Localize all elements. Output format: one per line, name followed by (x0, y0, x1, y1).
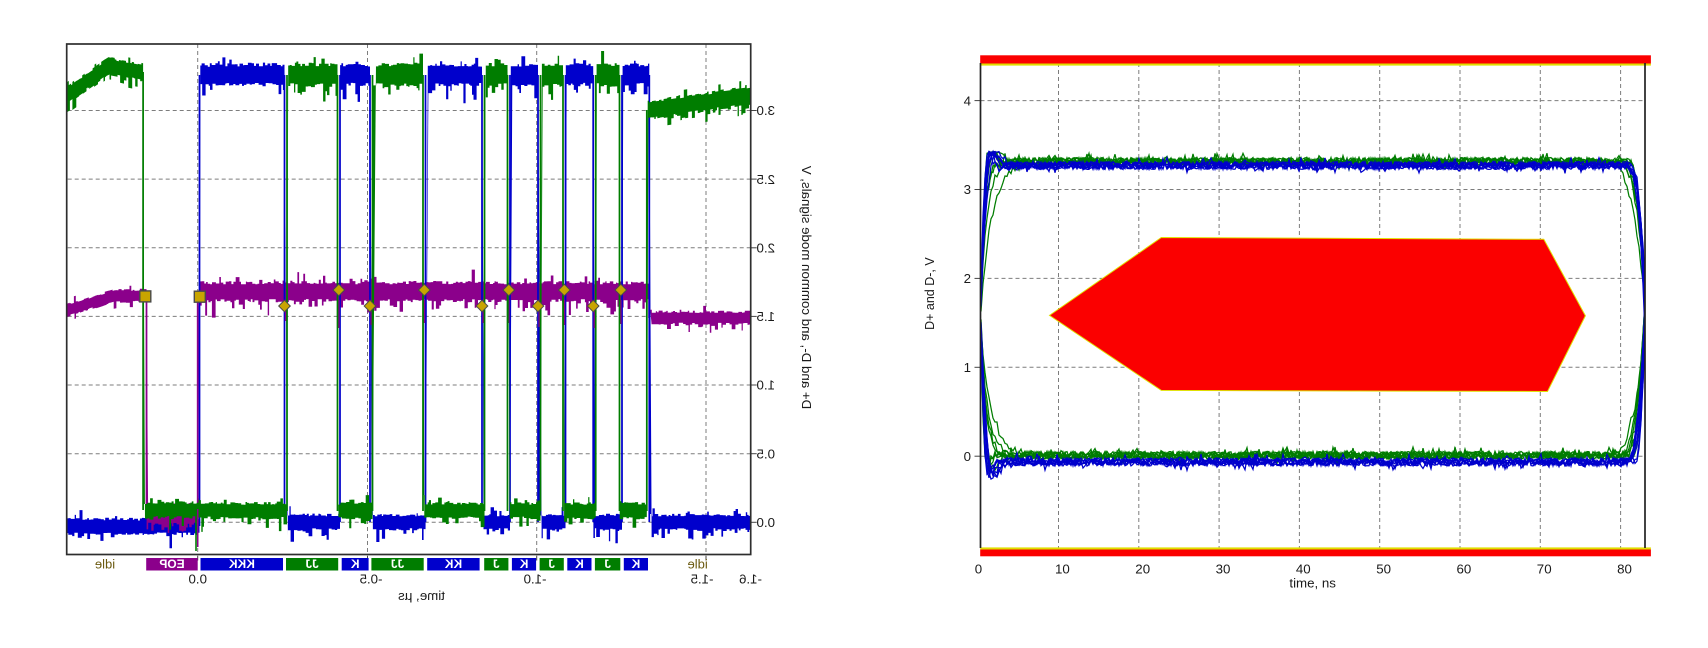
svg-text:2.0: 2.0 (757, 241, 776, 256)
svg-text:40: 40 (1296, 562, 1311, 577)
svg-text:10: 10 (1055, 562, 1070, 577)
svg-text:2: 2 (964, 271, 971, 286)
svg-text:1.5: 1.5 (757, 309, 776, 324)
svg-text:70: 70 (1537, 562, 1552, 577)
svg-text:D+ and D-, and common mode sig: D+ and D-, and common mode signals, V (799, 166, 814, 410)
svg-text:1.0: 1.0 (757, 378, 776, 393)
svg-text:K: K (631, 557, 640, 571)
svg-text:K: K (519, 557, 528, 571)
svg-text:-1.6: -1.6 (739, 571, 762, 586)
svg-text:3: 3 (964, 182, 971, 197)
svg-text:JJ: JJ (305, 557, 318, 571)
svg-text:idle: idle (95, 556, 115, 571)
svg-text:0.5: 0.5 (757, 446, 776, 461)
svg-text:-0.5: -0.5 (360, 571, 383, 586)
svg-text:KK: KK (444, 557, 462, 571)
svg-text:EOP: EOP (159, 557, 184, 571)
svg-text:D+ and D-, V: D+ and D-, V (923, 257, 937, 330)
svg-text:0.0: 0.0 (188, 571, 207, 586)
svg-text:0.0: 0.0 (757, 515, 776, 530)
svg-text:0: 0 (975, 562, 982, 577)
svg-text:50: 50 (1376, 562, 1391, 577)
svg-text:30: 30 (1216, 562, 1231, 577)
svg-text:-1.0: -1.0 (524, 571, 547, 586)
svg-text:J: J (548, 557, 555, 571)
svg-text:J: J (493, 557, 500, 571)
svg-text:time, µs: time, µs (398, 588, 445, 603)
svg-text:idle: idle (687, 556, 707, 571)
svg-text:-1.5: -1.5 (691, 571, 714, 586)
svg-text:time, ns: time, ns (1289, 576, 1336, 591)
svg-text:0: 0 (964, 449, 971, 464)
svg-text:KKK: KKK (228, 557, 254, 571)
svg-text:K: K (351, 557, 360, 571)
svg-text:80: 80 (1617, 562, 1632, 577)
svg-text:1: 1 (964, 360, 971, 375)
svg-text:20: 20 (1135, 562, 1150, 577)
svg-text:2.5: 2.5 (757, 172, 776, 187)
svg-text:K: K (575, 557, 584, 571)
svg-text:3.0: 3.0 (757, 103, 776, 118)
svg-text:JJ: JJ (391, 557, 404, 571)
svg-text:4: 4 (964, 93, 971, 108)
svg-text:60: 60 (1457, 562, 1472, 577)
svg-text:J: J (604, 557, 611, 571)
